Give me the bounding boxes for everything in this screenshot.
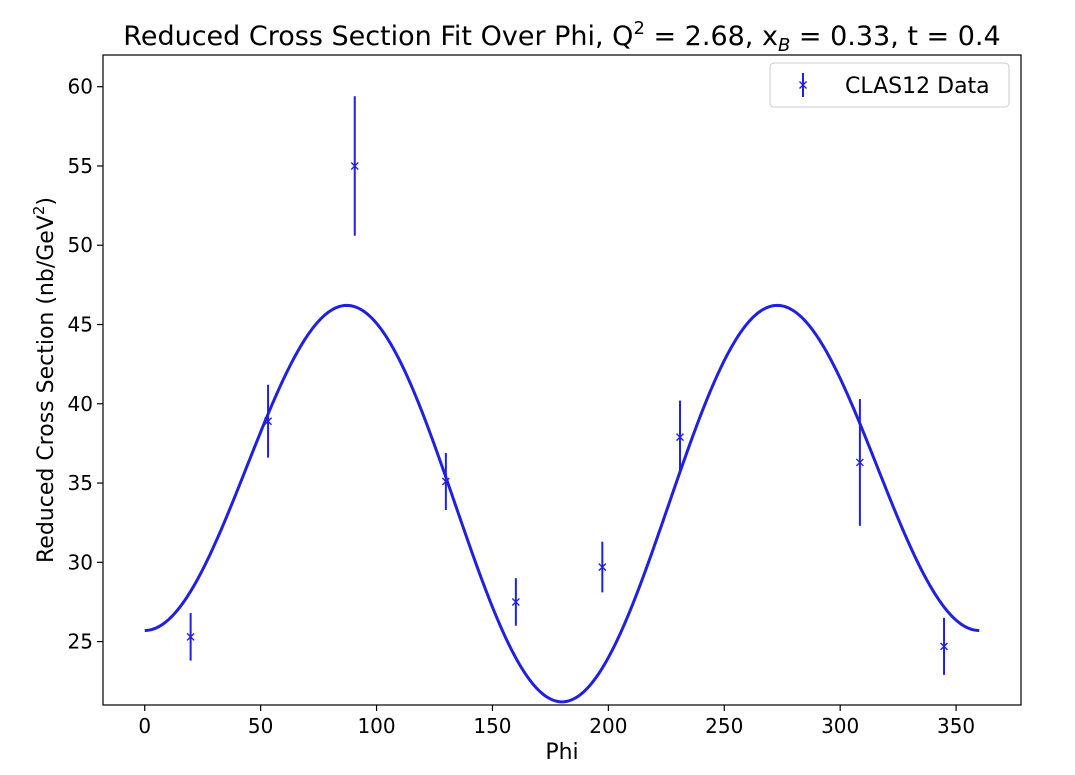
x-tick-label: 50 xyxy=(248,714,273,738)
x-tick-label: 250 xyxy=(705,714,743,738)
legend-x-marker xyxy=(799,81,807,89)
x-tick-label: 300 xyxy=(821,714,859,738)
y-tick-label: 30 xyxy=(68,550,93,574)
y-tick-label: 50 xyxy=(68,233,93,257)
x-marker xyxy=(940,642,949,651)
y-tick-label: 45 xyxy=(68,313,93,337)
data-point xyxy=(598,541,607,593)
fit-curve xyxy=(144,303,980,704)
y-tick-label: 55 xyxy=(68,154,93,178)
data-point xyxy=(441,452,450,510)
x-marker xyxy=(511,597,520,606)
data-point xyxy=(511,578,520,626)
fit-curve-layer xyxy=(144,303,980,704)
x-marker xyxy=(186,632,195,641)
x-axis: 0 50 100 150 200 250 300 350 xyxy=(138,705,975,738)
x-tick-label: 0 xyxy=(138,714,151,738)
x-marker xyxy=(855,458,864,467)
data-point xyxy=(676,400,684,474)
x-marker xyxy=(441,477,450,486)
legend-box xyxy=(769,62,1010,108)
data-point xyxy=(264,384,273,458)
y-tick-label: 60 xyxy=(68,75,93,99)
y-axis: 25 30 35 40 45 50 55 60 xyxy=(68,75,103,654)
x-marker xyxy=(264,417,273,426)
data-point xyxy=(940,617,949,675)
legend: CLAS12 Data xyxy=(769,62,1010,108)
y-tick-label: 25 xyxy=(68,630,93,654)
data-point xyxy=(855,399,864,526)
y-tick-label: 40 xyxy=(68,392,93,416)
data-point xyxy=(186,613,195,661)
data-point xyxy=(350,96,359,236)
legend-label: CLAS12 Data xyxy=(845,74,990,99)
x-tick-label: 150 xyxy=(473,714,511,738)
x-marker xyxy=(350,161,359,170)
x-marker xyxy=(676,433,684,442)
plot-frame xyxy=(102,54,1022,706)
x-tick-label: 350 xyxy=(937,714,975,738)
x-marker xyxy=(598,563,607,572)
data-points-layer xyxy=(186,96,949,675)
x-axis-label: Phi xyxy=(545,740,578,765)
chart-title: Reduced Cross Section Fit Over Phi, Q2 =… xyxy=(123,18,1000,56)
x-tick-label: 200 xyxy=(589,714,627,738)
y-tick-label: 35 xyxy=(68,471,93,495)
legend-marker xyxy=(799,73,807,97)
y-axis-label: Reduced Cross Section (nb/GeV2) xyxy=(30,197,59,563)
x-tick-label: 100 xyxy=(357,714,395,738)
